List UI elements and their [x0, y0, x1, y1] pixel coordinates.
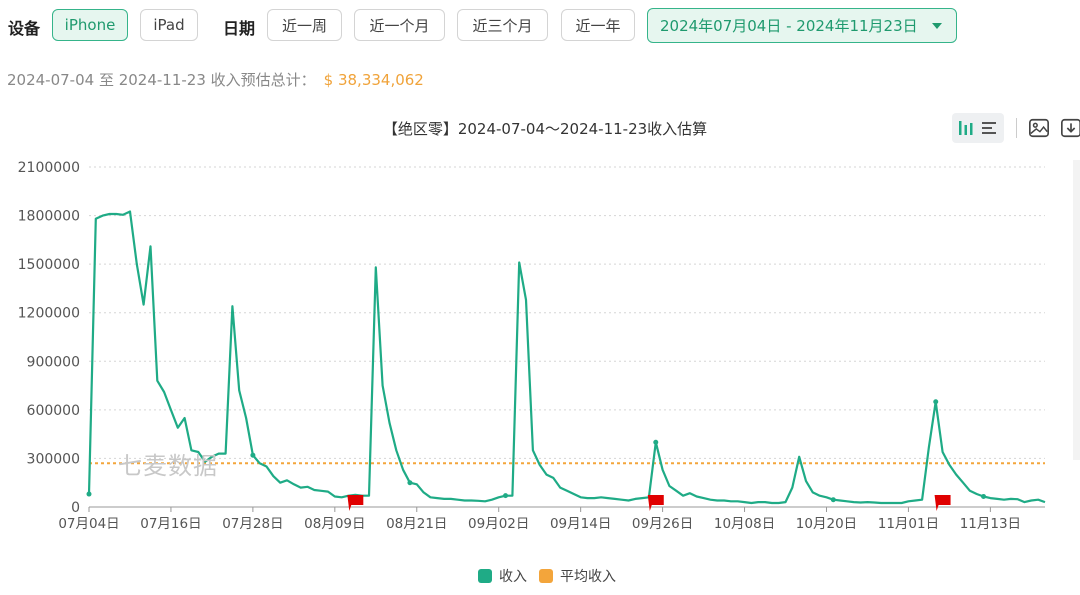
data-point	[830, 497, 836, 503]
legend-swatch-revenue	[478, 569, 492, 583]
revenue-series-line	[87, 210, 1046, 505]
date-label: 日期	[223, 19, 256, 38]
image-icon[interactable]	[1028, 117, 1050, 139]
x-tick-label: 11月13日	[960, 516, 1021, 532]
y-tick-label: 1800000	[18, 209, 80, 225]
date-range-value: 2024年07月04日 - 2024年11月23日	[660, 17, 918, 35]
x-tick-label: 10月08日	[714, 516, 775, 532]
x-tick-label: 11月01日	[878, 516, 939, 532]
y-tick-label: 0	[71, 500, 80, 516]
y-tick-label: 2100000	[18, 160, 80, 176]
y-tick-label: 900000	[27, 354, 80, 370]
data-point	[250, 452, 256, 458]
watermark: 七麦数据	[118, 452, 218, 480]
device-label: 设备	[8, 19, 41, 38]
chart-title: 【绝区零】2024-07-04～2024-11-23收入估算	[382, 120, 708, 138]
device-iphone-button[interactable]: iPhone	[52, 9, 128, 41]
legend-swatch-average	[539, 569, 553, 583]
data-point	[981, 493, 987, 499]
device-ipad-button[interactable]: iPad	[140, 9, 198, 41]
event-flag-icon	[647, 495, 664, 511]
x-tick-label: 07月04日	[58, 516, 119, 532]
x-tick-label: 08月21日	[386, 516, 447, 532]
caret-down-icon	[932, 23, 942, 29]
bar-chart-icon[interactable]	[955, 117, 977, 139]
x-tick-label: 09月26日	[632, 516, 693, 532]
x-tick-label: 07月16日	[140, 516, 201, 532]
event-flag-icon	[934, 495, 951, 511]
x-tick-label: 08月09日	[304, 516, 365, 532]
y-tick-label: 1200000	[18, 306, 80, 322]
side-scroll-hint	[1073, 160, 1080, 460]
range-month-button[interactable]: 近一个月	[354, 9, 445, 41]
toolbar-divider	[1016, 118, 1017, 138]
revenue-summary: 2024-07-04 至 2024-11-23 收入预估总计： $ 38,334,…	[7, 69, 424, 90]
data-point	[86, 491, 92, 497]
date-range-picker[interactable]: 2024年07月04日 - 2024年11月23日	[647, 8, 957, 43]
legend-label-average: 平均收入	[560, 569, 616, 585]
revenue-line-chart: 0 300000 600000 900000 1200000 1500000 1800000…	[18, 160, 1046, 532]
summary-total: $ 38,334,062	[323, 71, 424, 89]
data-point	[503, 493, 509, 499]
x-tick-label: 09月14日	[550, 516, 611, 532]
event-flag-icon	[347, 495, 364, 511]
list-icon[interactable]	[979, 117, 1001, 139]
y-tick-label: 300000	[27, 451, 80, 467]
legend-item-revenue[interactable]: 收入	[478, 566, 527, 586]
data-point	[933, 399, 939, 405]
chart-legend: 收入 平均收入	[0, 566, 1080, 586]
range-week-button[interactable]: 近一周	[267, 9, 342, 41]
range-three-months-button[interactable]: 近三个月	[457, 9, 548, 41]
x-tick-label: 09月02日	[468, 516, 529, 532]
x-tick-label: 10月20日	[796, 516, 857, 532]
y-tick-label: 1500000	[18, 257, 80, 273]
download-icon[interactable]	[1060, 117, 1080, 139]
filter-bar: 设备 iPhone iPad 日期 近一周 近一个月 近三个月 近一年 2024…	[0, 0, 1080, 52]
data-point	[653, 439, 659, 445]
x-tick-label: 07月28日	[222, 516, 283, 532]
y-tick-label: 600000	[27, 403, 80, 419]
data-point	[407, 480, 413, 486]
legend-item-average[interactable]: 平均收入	[539, 566, 616, 586]
range-year-button[interactable]: 近一年	[561, 9, 635, 41]
legend-label-revenue: 收入	[499, 569, 527, 585]
summary-text: 2024-07-04 至 2024-11-23 收入预估总计：	[7, 71, 316, 89]
